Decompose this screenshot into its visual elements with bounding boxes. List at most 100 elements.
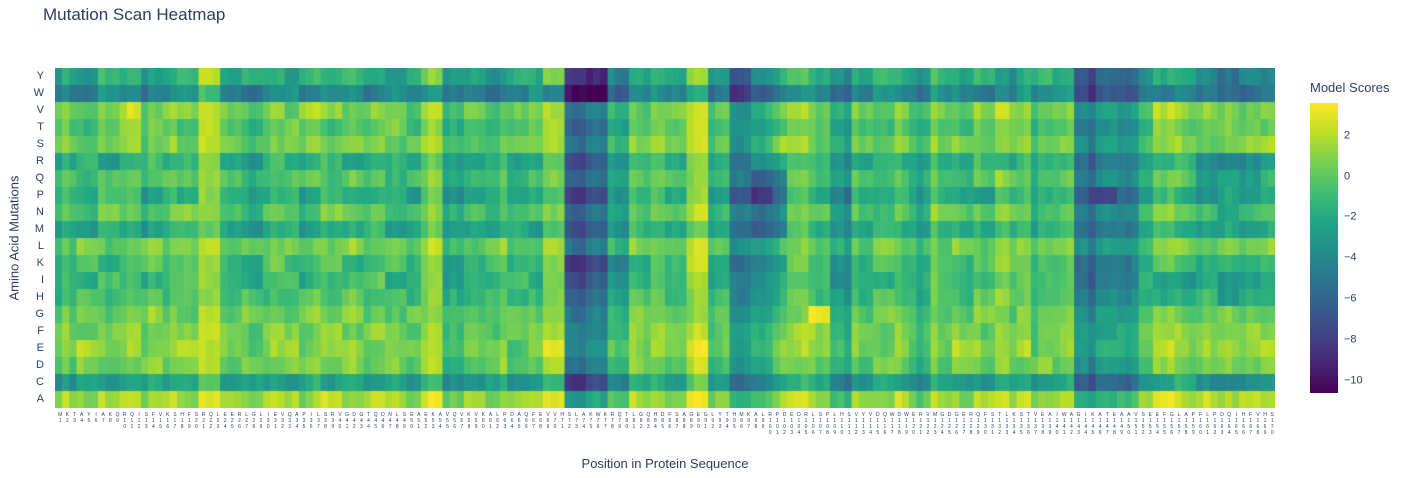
- colorbar-tick-label: −8: [1344, 333, 1357, 346]
- x-tick-label: K77: [602, 412, 609, 430]
- x-tick-label: E90: [695, 412, 702, 430]
- x-axis-title: Position in Protein Sequence: [581, 456, 749, 471]
- colorbar-tick-label: −10: [1344, 374, 1363, 387]
- x-tick-label: D85: [659, 412, 666, 430]
- x-tick-label: A139: [1046, 412, 1053, 436]
- x-tick-label: Q56: [451, 412, 458, 430]
- x-tick-label: V168: [1254, 412, 1261, 436]
- x-tick-label: A149: [1118, 412, 1125, 436]
- x-tick-label: R121: [917, 412, 924, 436]
- x-tick-label: H166: [1240, 412, 1247, 436]
- x-tick-label: V40: [336, 412, 343, 430]
- x-tick-label: K8: [107, 412, 114, 424]
- x-tick-label: F155: [1161, 412, 1168, 436]
- y-tick-label: Y: [36, 70, 44, 82]
- x-tick-label: I144: [1082, 412, 1089, 436]
- x-tick-label: S131: [989, 412, 996, 436]
- x-tick-label: Q164: [1226, 412, 1233, 436]
- colorbar-gradient: 2 0 −2 −4 −6 −8 −10: [1310, 103, 1363, 393]
- x-tick-label: Q116: [881, 412, 888, 436]
- x-tick-label: S49: [401, 412, 408, 430]
- x-tick-label: I6: [93, 412, 100, 424]
- y-tick-label: K: [36, 257, 44, 269]
- x-tick-label: Q11: [128, 412, 135, 430]
- x-tick-label: L99: [760, 412, 767, 430]
- y-tick-label: A: [36, 393, 44, 405]
- x-tick-label: P101: [774, 412, 781, 436]
- x-tick-label: G82: [638, 412, 645, 430]
- x-tick-label: Q79: [616, 412, 623, 430]
- x-tick-label: F160: [1197, 412, 1204, 436]
- x-tick-label: I165: [1233, 412, 1240, 436]
- x-tick-label: E31: [272, 412, 279, 430]
- x-tick-label: T132: [996, 412, 1003, 436]
- x-tick-label: A7: [100, 412, 107, 424]
- x-tick-label: Y113: [860, 412, 867, 436]
- x-tick-label: E154: [1154, 412, 1161, 436]
- x-tick-label: L106: [810, 412, 817, 436]
- x-tick-label: R128: [968, 412, 974, 436]
- x-tick-label: H71: [559, 412, 566, 430]
- x-tick-label: G89: [688, 412, 695, 430]
- x-tick-label: H18: [179, 412, 186, 430]
- x-tick-label: R21: [200, 412, 207, 430]
- y-tick-label: H: [36, 291, 44, 303]
- x-tick-label: Y93: [716, 412, 723, 430]
- x-tick-label: Q9: [114, 412, 121, 424]
- x-tick-label: D104: [795, 412, 802, 436]
- y-tick-label: I: [40, 274, 44, 286]
- x-tick-label: V70: [552, 412, 559, 430]
- x-tick-label: I30: [265, 412, 272, 430]
- y-tick-label: P: [36, 189, 44, 201]
- x-tick-label: L81: [630, 412, 637, 430]
- x-tick-label: K60: [480, 412, 487, 430]
- x-tick-label: V69: [544, 412, 551, 430]
- x-tick-label: E24: [222, 412, 229, 430]
- x-tick-label: G43: [358, 412, 365, 430]
- x-tick-label: A88: [681, 412, 688, 430]
- x-tick-label: S17: [171, 412, 178, 430]
- x-tick-label: K58: [465, 412, 472, 430]
- x-tick-label: A146: [1097, 412, 1104, 436]
- x-tick-label: F167: [1247, 412, 1254, 436]
- x-tick-label: V151: [1132, 412, 1139, 436]
- x-tick-label: G126: [953, 412, 960, 436]
- x-tick-label: D118: [896, 412, 903, 436]
- heatmap-canvas[interactable]: [55, 68, 1275, 408]
- x-tick-label: P35: [301, 412, 308, 430]
- chart-title: Mutation Scan Heatmap: [43, 5, 226, 24]
- y-tick-label: S: [36, 138, 44, 150]
- x-tick-label: R10: [121, 412, 128, 430]
- x-tick-label: E148: [1111, 412, 1118, 436]
- x-tick-label: T3: [71, 412, 78, 424]
- x-tick-label: F130: [982, 412, 989, 436]
- x-tick-label: H169: [1262, 412, 1269, 436]
- x-tick-label: E127: [960, 412, 967, 436]
- x-tick-label: E52: [422, 412, 429, 430]
- x-tick-label: A65: [516, 412, 523, 430]
- x-tick-label: T147: [1104, 412, 1111, 436]
- x-tick-label: P159: [1190, 412, 1197, 436]
- x-tick-label: S72: [566, 412, 573, 430]
- x-tick-label: E103: [788, 412, 795, 436]
- x-tick-label: M96: [738, 412, 745, 430]
- x-tick-label: E153: [1147, 412, 1154, 436]
- x-tick-label: S87: [673, 412, 680, 430]
- x-tick-label: H95: [731, 412, 738, 430]
- x-tick-label: A54: [437, 412, 444, 430]
- x-tick-label: T44: [365, 412, 372, 430]
- x-tick-label: M123: [932, 412, 939, 436]
- x-tick-label: V57: [458, 412, 465, 430]
- y-tick-label: V: [36, 104, 44, 116]
- x-tick-label: R26: [236, 412, 243, 430]
- x-tick-label: D42: [351, 412, 358, 430]
- y-tick-label: L: [37, 240, 44, 252]
- x-tick-label: L29: [257, 412, 264, 430]
- x-tick-label: L73: [573, 412, 580, 430]
- x-tick-label: F14: [150, 412, 157, 430]
- x-tick-label: D115: [874, 412, 881, 436]
- y-tick-label: E: [36, 342, 44, 354]
- heatmap-plot-area[interactable]: [55, 68, 1275, 408]
- x-tick-label: L157: [1175, 412, 1182, 436]
